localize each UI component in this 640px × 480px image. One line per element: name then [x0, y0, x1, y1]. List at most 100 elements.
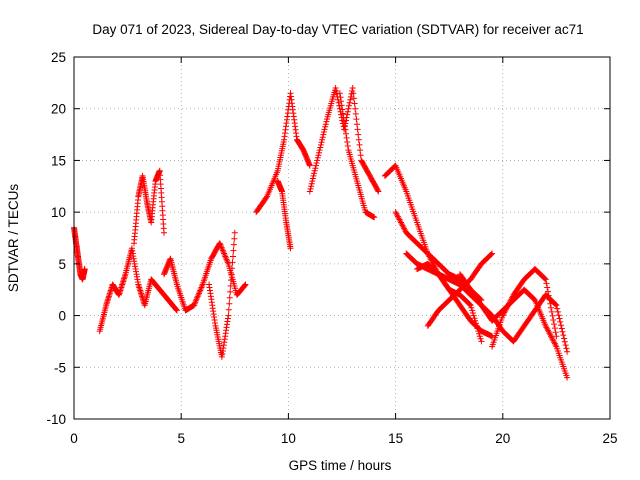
data-point [338, 98, 345, 105]
data-point [473, 322, 480, 329]
data-point [241, 282, 248, 289]
data-point [333, 90, 340, 97]
data-point [551, 321, 558, 328]
data-point [230, 247, 237, 254]
data-point [339, 110, 346, 117]
data-point [306, 162, 313, 169]
data-point [350, 95, 357, 102]
data-point [474, 325, 481, 332]
data-point [349, 85, 356, 91]
series-arc-16 [489, 266, 560, 350]
data-point [343, 130, 349, 137]
data-point [375, 188, 382, 195]
data-point [488, 251, 495, 258]
data-point [242, 281, 249, 288]
data-point [561, 335, 568, 342]
data-point [226, 294, 233, 301]
data-point [562, 342, 569, 349]
data-point [476, 330, 483, 337]
data-point [546, 296, 553, 303]
data-point [355, 131, 362, 138]
data-point [350, 90, 357, 97]
data-point [306, 188, 313, 195]
data-point [554, 305, 561, 312]
data-point [344, 139, 351, 145]
series-arc-7 [274, 178, 294, 252]
data-point [222, 253, 229, 260]
data-point [342, 126, 349, 133]
data-point [341, 118, 348, 125]
data-point [226, 300, 233, 307]
data-point [191, 302, 198, 309]
data-point [557, 318, 564, 325]
chart-title: Day 071 of 2023, Sidereal Day-to-day VTE… [92, 22, 583, 37]
data-point [311, 167, 318, 174]
data-point [559, 328, 566, 335]
data-point [553, 333, 560, 340]
data-point [336, 90, 343, 97]
data-point [309, 175, 316, 182]
data-point [313, 162, 319, 169]
data-point [339, 106, 346, 113]
data-point [545, 292, 552, 299]
data-point [477, 335, 484, 342]
data-point [319, 134, 326, 141]
series-arc-5 [206, 229, 238, 360]
y-tick-label: 15 [51, 153, 66, 168]
data-point [489, 333, 496, 340]
data-point [216, 240, 223, 247]
data-point [564, 374, 571, 381]
y-tick-label: 10 [51, 205, 66, 220]
data-point [337, 94, 344, 101]
data-point [561, 338, 568, 345]
data-point [225, 312, 232, 319]
data-point [344, 143, 351, 149]
series-arc-6 [253, 90, 313, 216]
data-point [313, 160, 320, 166]
data-point [354, 126, 361, 133]
data-point [317, 141, 324, 148]
data-point [355, 136, 362, 143]
x-tick-label: 10 [281, 431, 296, 446]
data-point [320, 131, 327, 138]
data-point [228, 277, 235, 284]
y-tick-label: -5 [54, 360, 66, 375]
data-point [311, 170, 318, 177]
data-point [225, 306, 232, 313]
data-point [333, 88, 340, 94]
data-point [354, 121, 360, 128]
data-point [322, 123, 329, 130]
data-point [318, 139, 325, 146]
data-point [352, 110, 359, 117]
series-arc-4 [161, 240, 249, 314]
data-point [194, 294, 201, 301]
data-point [545, 288, 551, 295]
data-point [231, 229, 238, 236]
x-tick-label: 20 [495, 431, 510, 446]
data-point [469, 310, 476, 316]
data-point [345, 105, 352, 112]
data-point [351, 100, 358, 107]
series-arc-14 [424, 250, 496, 329]
data-point [231, 235, 238, 242]
data-point [229, 265, 235, 272]
data-point [320, 129, 327, 135]
data-point [558, 325, 565, 332]
data-point [357, 152, 364, 159]
data-point [550, 317, 557, 323]
y-tick-label: 5 [58, 257, 66, 272]
data-point [552, 329, 559, 336]
data-point [315, 152, 322, 159]
data-point [230, 253, 236, 260]
y-tick-label: 0 [58, 309, 66, 324]
data-point [489, 250, 496, 257]
x-tick-label: 25 [602, 431, 617, 446]
data-point [548, 304, 554, 311]
data-point [219, 247, 226, 254]
data-point [344, 108, 351, 115]
data-point [287, 245, 294, 252]
data-point [542, 276, 549, 283]
data-point [352, 105, 359, 112]
